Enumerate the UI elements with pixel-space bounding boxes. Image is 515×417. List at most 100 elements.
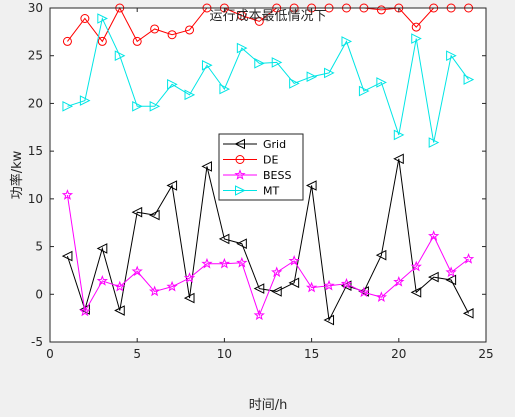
chart-title: 运行成本最低情况下 [209,9,326,24]
x-tick-label-5: 25 [478,347,493,361]
point-mt-20 [393,129,405,141]
legend-marker-grid [234,138,245,150]
point-grid-19 [375,249,387,261]
legend-label-de: DE [263,154,278,167]
point-de-19 [376,5,386,15]
point-de-11 [237,11,247,21]
point-grid-4 [114,305,125,316]
point-grid-3 [96,243,108,254]
point-bess-13 [271,266,283,278]
x-tick-label-4: 20 [391,347,406,361]
point-de-2 [80,13,90,23]
point-grid-14 [288,277,300,289]
legend-box [218,133,304,201]
point-bess-14 [288,254,300,266]
point-bess-16 [323,279,335,291]
point-bess-10 [218,257,231,269]
y-tick-label-2: 5 [35,240,43,254]
point-mt-4 [114,50,126,62]
point-mt-18 [358,85,370,97]
point-mt-2 [79,95,91,106]
legend-item-grid: Grid [223,138,286,151]
point-de-6 [150,24,160,34]
point-mt-6 [149,100,161,112]
point-bess-7 [166,280,178,292]
point-bess-19 [375,291,387,302]
point-grid-21 [410,287,422,298]
point-mt-16 [324,67,335,79]
point-mt-12 [254,58,265,69]
plot-frame [49,7,487,343]
legend-label-mt: MT [263,185,279,198]
point-grid-22 [428,271,439,283]
y-axis-label: 功率/kw [9,150,25,199]
point-grid-12 [253,283,265,294]
point-bess-6 [149,285,161,297]
point-bess-23 [445,266,457,278]
legend-marker-bess [234,169,246,180]
point-mt-17 [341,36,353,47]
point-mt-9 [201,59,213,71]
series-bess [61,189,475,321]
point-bess-3 [96,275,108,286]
point-grid-15 [305,180,317,191]
point-grid-11 [236,238,247,250]
point-bess-15 [305,281,318,293]
point-mt-8 [184,89,196,101]
legend-marker-de [235,155,245,164]
point-grid-20 [393,153,404,165]
legend-item-mt: MT [223,185,279,198]
point-grid-24 [462,308,474,319]
y-tick-label-7: 30 [28,1,43,15]
y-tick-label-6: 25 [28,49,43,63]
point-bess-11 [236,256,248,268]
series-line-grid [66,158,470,322]
point-mt-13 [271,57,283,68]
point-bess-4 [114,280,126,292]
x-tick-label-0: 0 [46,347,54,361]
legend-item-de: DE [223,154,278,167]
point-grid-6 [149,209,160,221]
point-grid-5 [131,206,143,218]
point-de-8 [185,25,195,35]
point-de-7 [167,30,177,40]
point-bess-17 [340,277,353,289]
y-tick-label-4: 15 [28,144,43,158]
point-bess-22 [428,230,440,241]
point-mt-15 [306,71,318,83]
legend-label-bess: BESS [263,169,291,182]
point-mt-23 [446,50,457,62]
point-mt-3 [97,13,108,24]
point-grid-10 [218,233,230,245]
point-mt-21 [411,33,422,44]
x-axis-label: 时间/h [249,398,288,413]
point-de-1 [62,36,72,46]
point-bess-5 [131,265,143,277]
y-tick-label-1: 0 [35,287,43,301]
point-bess-24 [462,253,475,264]
y-tick-label-5: 20 [28,96,43,110]
point-bess-8 [183,272,196,283]
legend-label-grid: Grid [263,138,286,151]
legend-item-bess: BESS [223,169,291,182]
point-grid-16 [323,314,335,326]
point-grid-23 [445,274,457,286]
y-tick-label-0: -5 [31,335,43,349]
point-mt-22 [428,137,440,148]
legend: Grid DE BESS MT [218,133,304,201]
point-de-21 [411,22,421,32]
point-bess-2 [79,305,91,317]
y-tick-label-3: 10 [28,192,43,206]
point-mt-19 [376,77,387,88]
point-bess-1 [61,189,74,200]
series-line-bess [66,194,469,317]
x-tick-label-2: 10 [217,347,232,361]
point-mt-5 [132,100,143,112]
point-bess-12 [253,309,265,321]
point-mt-24 [463,74,475,85]
x-tick-label-1: 5 [133,347,141,361]
point-bess-20 [393,275,405,287]
x-tick-label-3: 15 [304,347,319,361]
